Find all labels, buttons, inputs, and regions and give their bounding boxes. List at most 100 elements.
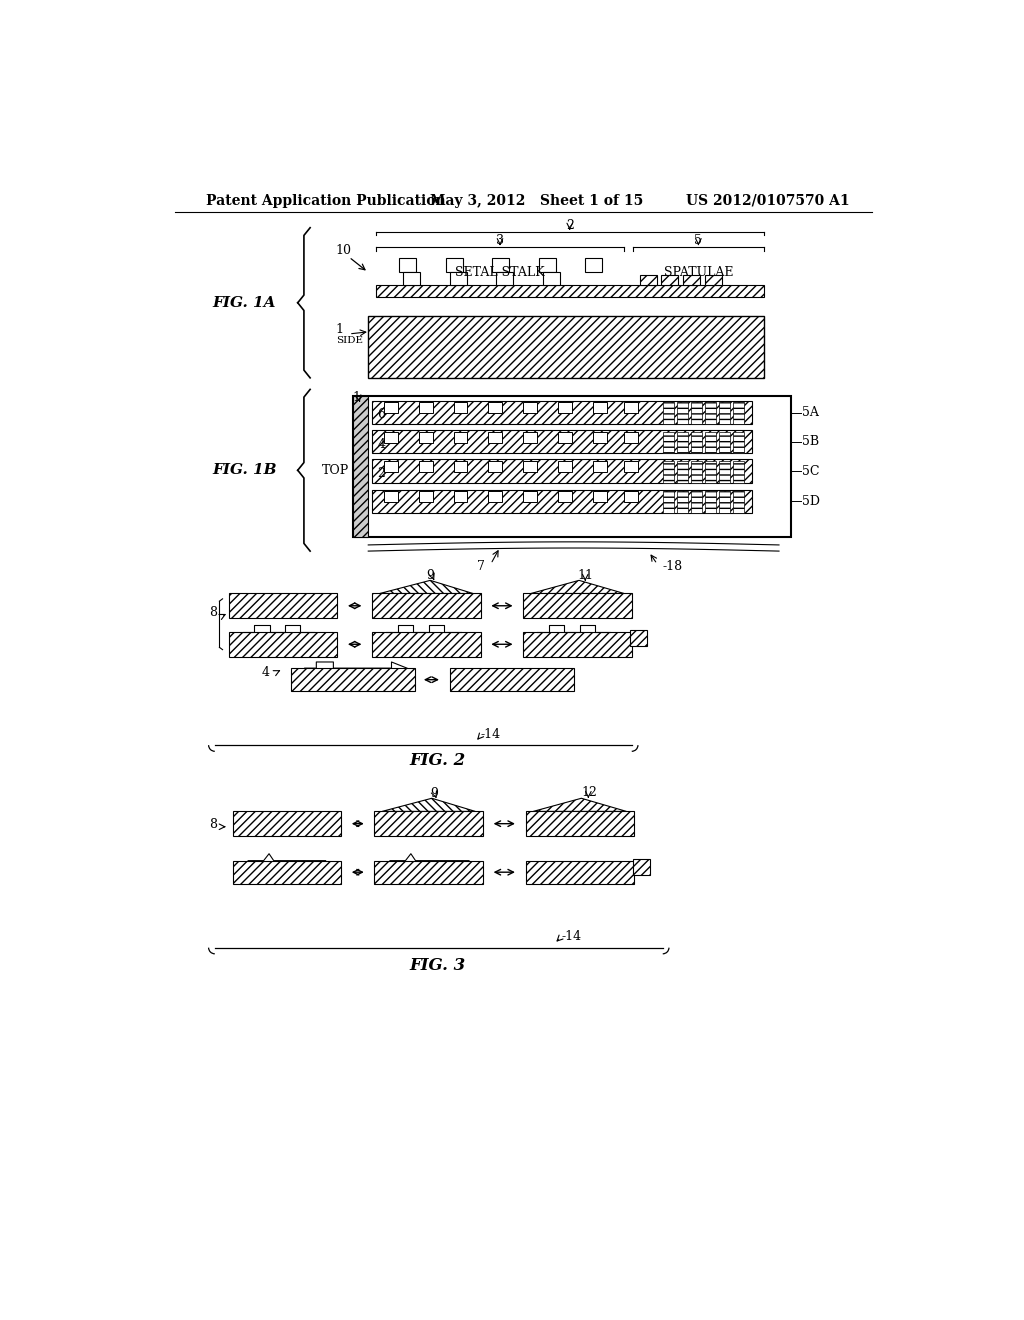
Bar [403,272,420,285]
Bar [663,491,675,512]
Bar [690,432,702,453]
Bar [228,632,337,656]
Bar [719,403,730,424]
Text: 10: 10 [336,244,351,257]
Polygon shape [380,581,473,594]
Text: 12: 12 [582,787,597,800]
Bar [732,461,744,483]
Bar [677,461,688,483]
Text: 11: 11 [578,569,593,582]
Bar [372,401,752,424]
Text: 5B: 5B [802,436,819,449]
Bar [523,491,538,502]
Bar [376,285,764,297]
Bar [719,491,730,512]
Bar [454,491,467,502]
Bar [372,459,752,483]
Text: 1: 1 [336,323,344,335]
Bar [719,461,730,483]
Bar [624,432,638,442]
Bar [523,461,538,471]
Text: SIDE: SIDE [336,335,362,345]
Text: 9: 9 [426,569,434,582]
Bar [399,257,417,272]
Bar [372,430,752,453]
Text: US 2012/0107570 A1: US 2012/0107570 A1 [686,194,850,207]
Bar [593,432,607,442]
Bar [372,632,480,656]
Bar [523,594,632,618]
Bar [232,861,341,884]
Text: FIG. 3: FIG. 3 [410,957,466,974]
Text: 5D: 5D [802,495,820,508]
Bar [705,432,716,453]
Bar [705,491,716,512]
Bar [719,432,730,453]
Bar [384,432,397,442]
Bar [558,403,572,413]
Text: FIG. 2: FIG. 2 [410,752,466,770]
Bar [523,632,632,656]
Bar [558,491,572,502]
Bar [593,491,607,502]
Bar [543,272,560,285]
Bar [493,257,509,272]
Text: FIG. 1A: FIG. 1A [213,296,276,310]
Text: 8: 8 [209,606,217,619]
Text: -18: -18 [663,560,683,573]
Bar [488,403,503,413]
Bar [228,594,337,618]
Bar [352,396,791,537]
Bar [593,403,607,413]
Bar [663,403,675,424]
Bar [488,432,503,442]
Text: -14: -14 [480,727,501,741]
Bar [690,403,702,424]
Text: SPATULAE: SPATULAE [664,265,733,279]
Bar [624,491,638,502]
Text: 5C: 5C [802,465,820,478]
Bar [525,812,634,836]
Bar [488,461,503,471]
Bar [496,272,513,285]
Bar [352,396,369,537]
Bar [677,432,688,453]
Bar [690,461,702,483]
Text: 7: 7 [477,560,484,573]
Bar [539,257,556,272]
Bar [291,668,415,692]
Bar [450,272,467,285]
Bar [624,461,638,471]
Bar [683,275,700,285]
Bar [630,631,647,645]
Bar [384,461,397,471]
Bar [558,461,572,471]
Bar [624,403,638,413]
Bar [705,403,716,424]
Bar [690,491,702,512]
Bar [662,275,678,285]
Bar [419,403,432,413]
Bar [454,461,467,471]
Text: 4: 4 [262,667,270,680]
Bar [732,432,744,453]
Bar [419,432,432,442]
Bar [593,461,607,471]
Bar [525,861,634,884]
Bar [640,275,656,285]
Bar [454,432,467,442]
Bar [384,491,397,502]
Text: 2: 2 [566,219,573,232]
Bar [523,432,538,442]
Text: -14: -14 [562,929,582,942]
Text: 1: 1 [352,391,360,404]
Bar [488,491,503,502]
Text: FIG. 1B: FIG. 1B [212,463,276,478]
Bar [663,432,675,453]
Bar [419,491,432,502]
Bar [677,491,688,512]
Bar [369,317,764,378]
Text: 8: 8 [209,818,217,832]
Bar [677,403,688,424]
Bar [454,403,467,413]
